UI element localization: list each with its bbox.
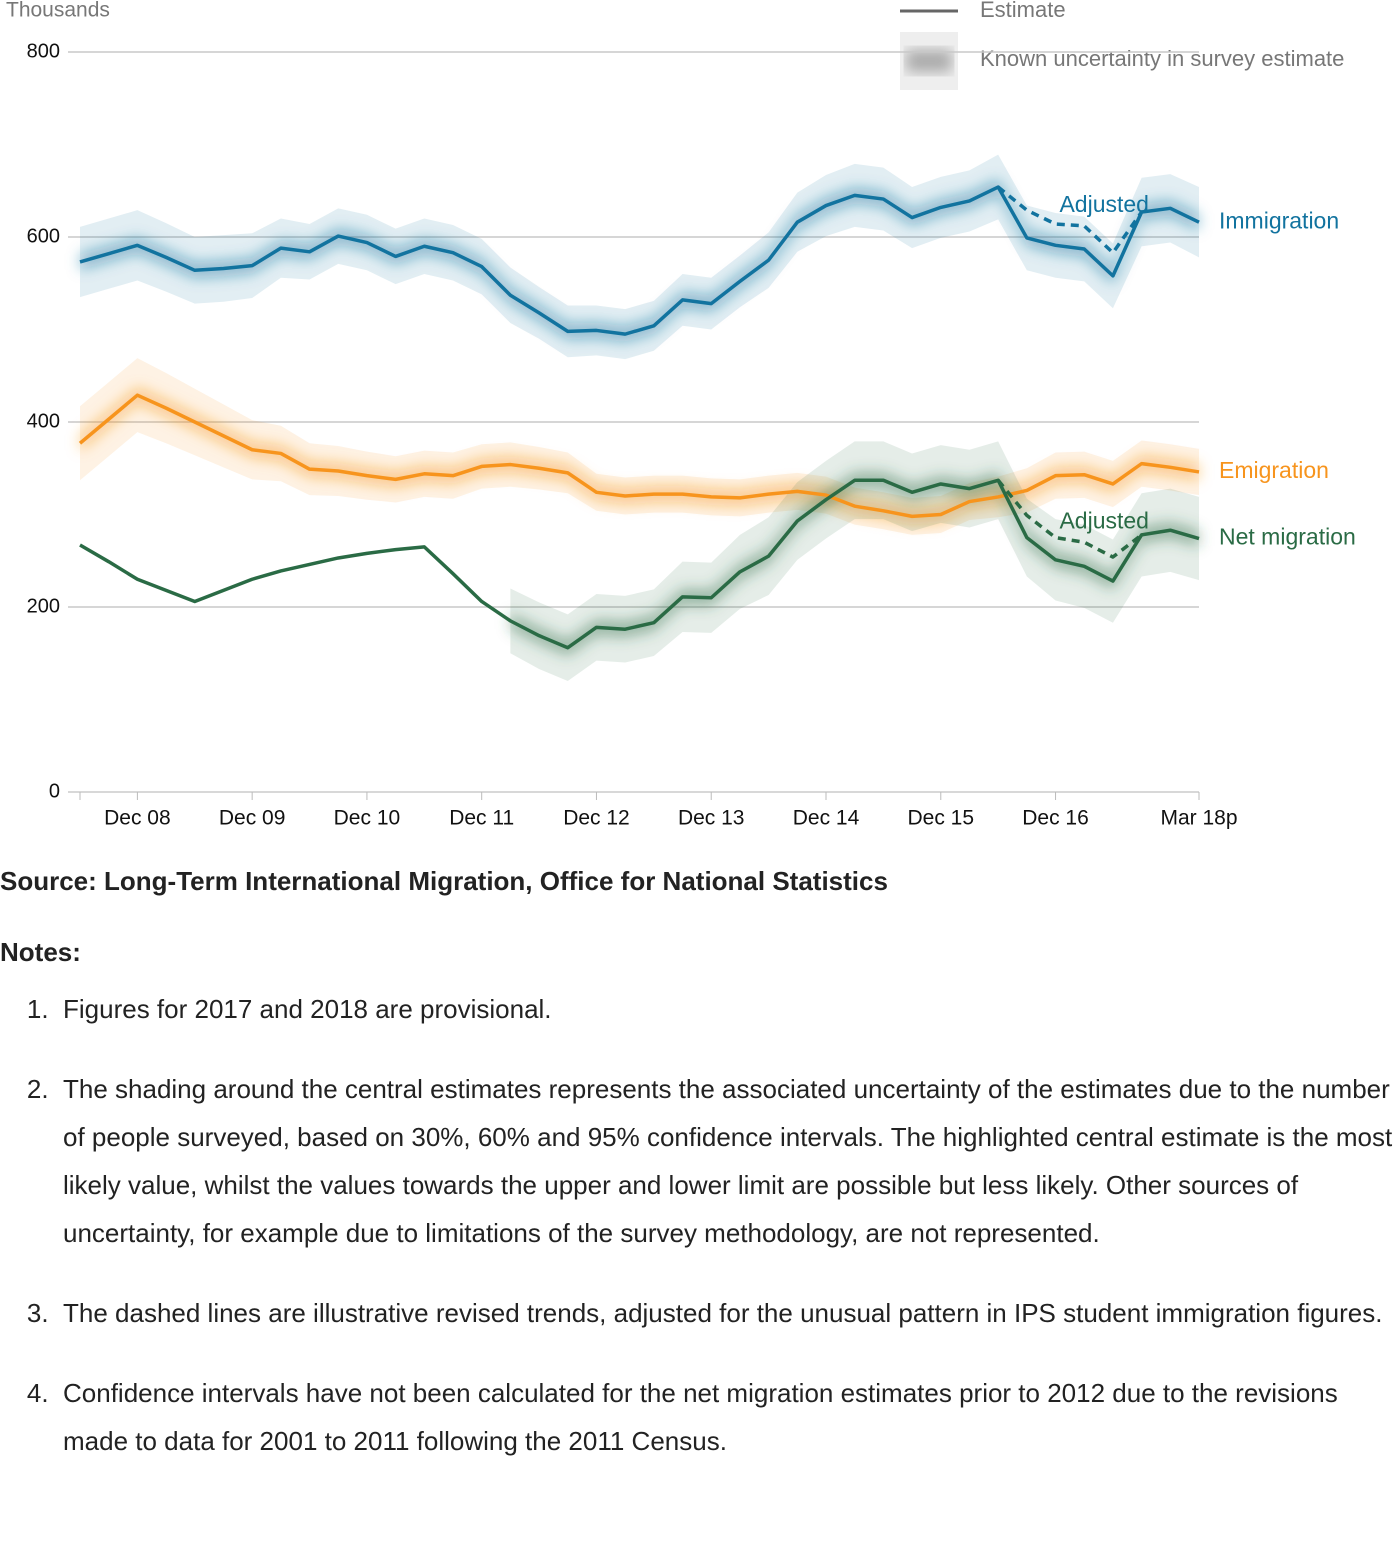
y-tick-label: 600 [27, 225, 60, 247]
uncertainty-band [80, 358, 1199, 535]
note: The dashed lines are illustrative revise… [63, 1289, 1399, 1337]
x-tick-label: Dec 16 [1022, 807, 1089, 830]
series-label: Adjusted [1059, 507, 1149, 533]
legend-text: Known uncertainty in survey estimate [980, 46, 1344, 71]
note: Confidence intervals have not been calcu… [63, 1369, 1399, 1465]
series-label: Adjusted [1059, 191, 1149, 217]
adjusted-line [997, 185, 1144, 255]
uncertainty-glow [80, 387, 1199, 525]
x-tick-label: Dec 10 [334, 807, 401, 830]
x-tick-label: Dec 15 [907, 807, 974, 830]
chart: Thousands Estimate Known uncertainty in … [6, 0, 1356, 830]
y-tick-label: 0 [49, 780, 60, 802]
notes-title: Notes: [0, 937, 81, 967]
x-tick-label: Dec 09 [219, 807, 286, 830]
legend-text: Estimate [980, 0, 1066, 22]
x-tick-label: Dec 12 [563, 807, 630, 830]
x-tick-label: Dec 13 [678, 807, 745, 830]
y-axis-label: Thousands [6, 0, 110, 22]
series-line [78, 393, 1200, 519]
uncertainty-band [510, 441, 1199, 681]
y-tick-label: 800 [27, 40, 60, 62]
series-label: Immigration [1219, 207, 1339, 233]
uncertainty-glow [80, 179, 1199, 343]
source: Source: Long-Term International Migratio… [0, 866, 888, 896]
note: Figures for 2017 and 2018 are provisiona… [63, 985, 1399, 1033]
series-label: Emigration [1219, 457, 1329, 483]
series-line [79, 185, 1200, 336]
uncertainty-glow [510, 472, 1199, 656]
series-line [79, 478, 1200, 650]
uncertainty-band [80, 154, 1199, 360]
x-tick-label: Dec 11 [449, 807, 514, 830]
legend-band [906, 50, 952, 72]
series-label: Net migration [1219, 524, 1356, 550]
x-tick-label: Dec 14 [793, 807, 860, 830]
y-tick-label: 200 [27, 595, 60, 617]
x-tick-label: Dec 08 [104, 807, 171, 830]
x-tick-label: Mar 18p [1160, 807, 1237, 830]
notes-list: Figures for 2017 and 2018 are provisiona… [0, 985, 1399, 1497]
y-tick-label: 400 [27, 410, 60, 432]
note: The shading around the central estimates… [63, 1065, 1399, 1257]
